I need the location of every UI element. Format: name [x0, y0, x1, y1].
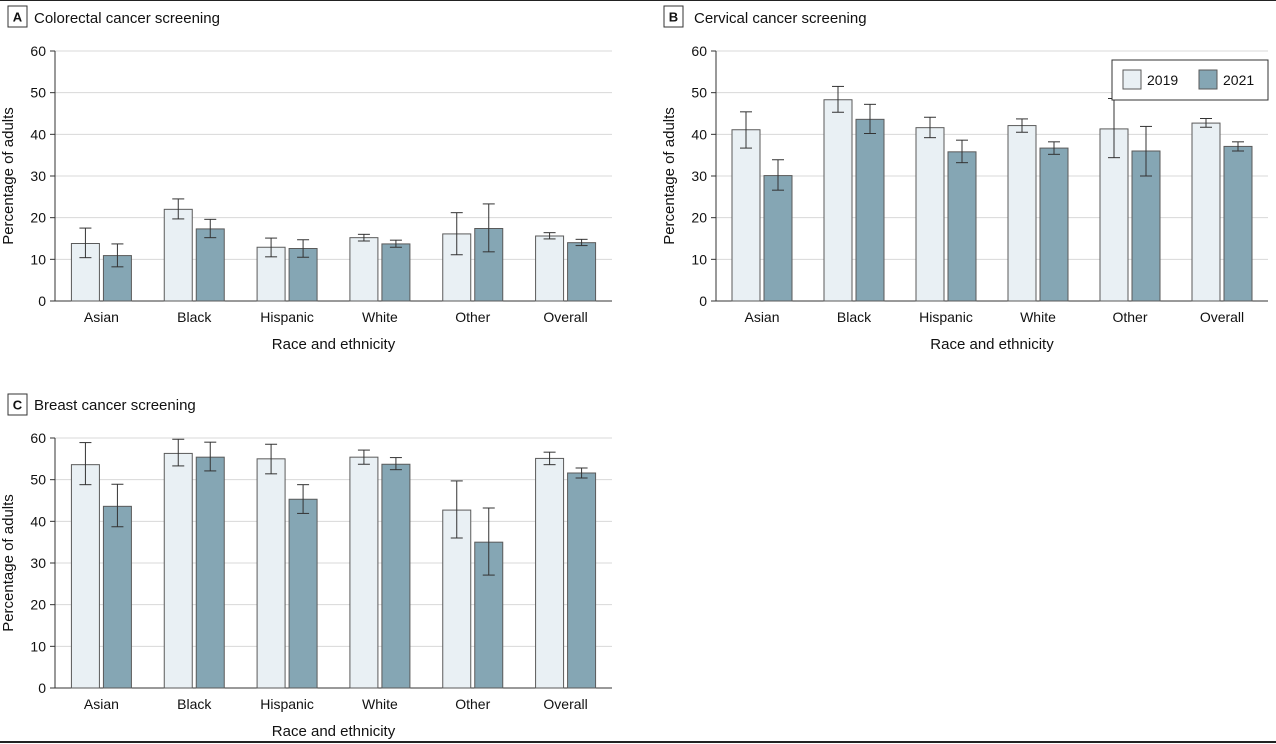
panel-b: B Cervical cancer screening 0 10 20 30 40 50 60 P…	[661, 5, 1269, 353]
x-tick-label: White	[362, 696, 398, 712]
x-tick-label: Hispanic	[260, 696, 314, 712]
legend-swatch-2021	[1198, 69, 1218, 90]
bar-2021-hispanic	[288, 498, 318, 689]
bar-2021-black	[195, 228, 225, 302]
panel-letter: B	[669, 10, 678, 25]
x-tick-label: Overall	[1200, 309, 1244, 325]
y-axis-title: Percentage of adults	[0, 494, 17, 632]
bar-2019-asian	[70, 464, 100, 689]
bar-2021-asian	[102, 505, 132, 689]
legend-label-2019: 2019	[1147, 72, 1178, 88]
x-tick-label: Black	[177, 309, 212, 325]
y-tick-label: 20	[30, 597, 46, 613]
x-tick-label: White	[362, 309, 398, 325]
x-tick-label: Other	[1112, 309, 1147, 325]
bar-2021-white	[381, 243, 411, 302]
bar-2019-white	[1007, 125, 1037, 302]
y-tick-label: 20	[30, 210, 46, 226]
bar-2021-black	[195, 456, 225, 689]
x-tick-label: Other	[455, 696, 490, 712]
legend-label-2021: 2021	[1223, 72, 1254, 88]
bar-2021-asian	[763, 175, 793, 302]
y-tick-label: 10	[30, 638, 46, 654]
y-tick-label: 30	[30, 168, 46, 184]
x-tick-label: Black	[177, 696, 212, 712]
bottom-rule	[0, 741, 1276, 743]
bar-2019-black	[163, 452, 193, 689]
x-tick-label: Hispanic	[260, 309, 314, 325]
x-tick-label: Asian	[744, 309, 779, 325]
bar-2021-black	[855, 118, 885, 302]
bar-2019-hispanic	[256, 458, 286, 689]
y-tick-label: 50	[30, 85, 46, 101]
x-tick-label: Black	[837, 309, 872, 325]
y-tick-label: 0	[699, 293, 707, 309]
bar-2019-overall	[1191, 122, 1221, 302]
panel-letter-box	[7, 5, 28, 28]
bar-2019-black	[823, 99, 853, 302]
panel-title: Cervical cancer screening	[694, 10, 867, 27]
bar-2021-overall	[567, 472, 597, 689]
y-tick-label: 60	[691, 43, 707, 59]
x-tick-label: Asian	[84, 696, 119, 712]
bar-2021-white	[381, 463, 411, 689]
legend: 2019 2021	[1111, 59, 1269, 101]
bar-2019-overall	[535, 457, 565, 689]
x-tick-label: Overall	[543, 696, 587, 712]
y-tick-label: 50	[691, 85, 707, 101]
y-tick-label: 40	[30, 126, 46, 142]
panel-title: Breast cancer screening	[34, 397, 196, 414]
bar-2021-overall	[1223, 145, 1253, 302]
top-rule	[0, 0, 1276, 1]
x-axis-title: Race and ethnicity	[272, 723, 396, 740]
y-tick-label: 50	[30, 472, 46, 488]
x-tick-label: Other	[455, 309, 490, 325]
panel-letter-box	[663, 5, 684, 28]
bar-2019-black	[163, 208, 193, 302]
bar-2021-white	[1039, 147, 1069, 302]
y-tick-label: 30	[30, 555, 46, 571]
panel-letter: C	[13, 398, 23, 413]
x-tick-label: Hispanic	[919, 309, 973, 325]
panel-a: A Colorectal cancer screening 0 10 20 30 40 50 6…	[0, 5, 612, 353]
bar-2021-overall	[567, 242, 597, 302]
panel-letter-box	[7, 393, 28, 416]
x-tick-label: Asian	[84, 309, 119, 325]
bar-2019-asian	[731, 129, 761, 302]
bar-2019-white	[349, 456, 379, 689]
x-axis-title: Race and ethnicity	[930, 336, 1054, 353]
bar-2021-hispanic	[947, 151, 977, 302]
y-tick-label: 20	[691, 210, 707, 226]
bar-2019-hispanic	[915, 127, 945, 302]
y-tick-label: 60	[30, 430, 46, 446]
y-tick-label: 0	[38, 293, 46, 309]
bar-2019-white	[349, 237, 379, 302]
legend-swatch-2019	[1122, 69, 1142, 90]
y-tick-label: 10	[30, 251, 46, 267]
panel-c: C Breast cancer screening 0 10 20 30 40 50 60 Per…	[0, 393, 612, 740]
y-tick-label: 30	[691, 168, 707, 184]
x-tick-label: White	[1020, 309, 1056, 325]
y-tick-label: 10	[691, 251, 707, 267]
bar-2019-other	[442, 509, 472, 689]
y-axis-title: Percentage of adults	[661, 107, 678, 245]
bar-2019-overall	[535, 235, 565, 302]
panel-letter: A	[13, 10, 23, 25]
x-axis-title: Race and ethnicity	[272, 336, 396, 353]
y-tick-label: 60	[30, 43, 46, 59]
y-tick-label: 0	[38, 680, 46, 696]
y-axis-title: Percentage of adults	[0, 107, 17, 245]
panel-title: Colorectal cancer screening	[34, 10, 220, 27]
y-tick-label: 40	[691, 126, 707, 142]
x-tick-label: Overall	[543, 309, 587, 325]
y-tick-label: 40	[30, 513, 46, 529]
